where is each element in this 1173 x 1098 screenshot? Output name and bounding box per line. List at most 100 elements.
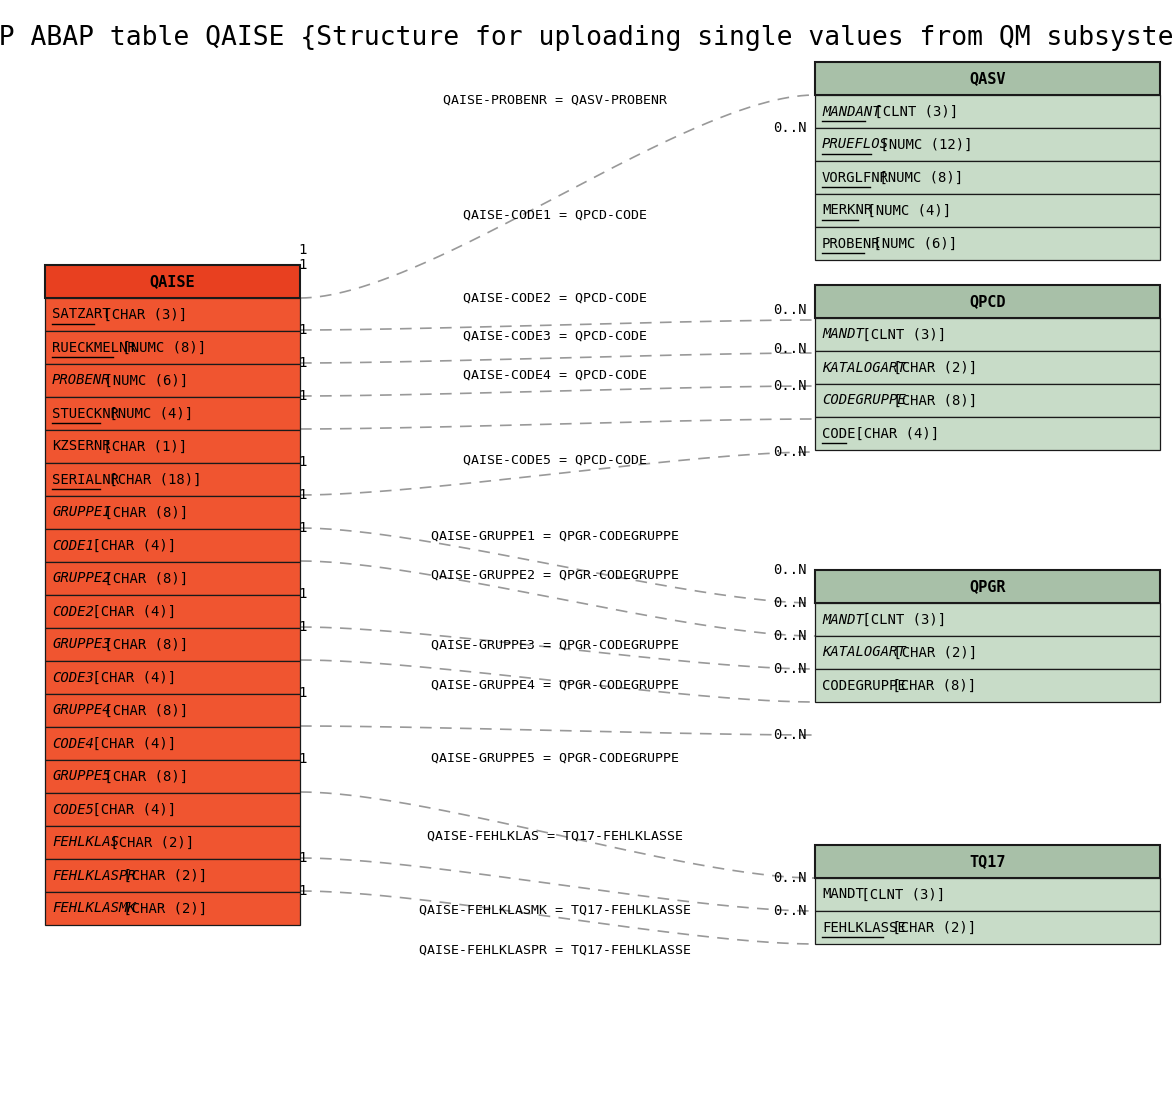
Text: [CLNT (3)]: [CLNT (3)]	[853, 887, 945, 901]
FancyBboxPatch shape	[45, 330, 300, 365]
Text: GRUPPE4: GRUPPE4	[52, 704, 110, 717]
Text: [CHAR (18)]: [CHAR (18)]	[101, 472, 202, 486]
Text: QAISE-PROBENR = QASV-PROBENR: QAISE-PROBENR = QASV-PROBENR	[443, 93, 667, 107]
Text: SERIALNR: SERIALNR	[52, 472, 118, 486]
FancyBboxPatch shape	[45, 694, 300, 727]
Text: [CHAR (2)]: [CHAR (2)]	[884, 646, 977, 660]
Text: GRUPPE1: GRUPPE1	[52, 505, 110, 519]
Text: [NUMC (6)]: [NUMC (6)]	[96, 373, 188, 388]
Text: QAISE-CODE2 = QPCD-CODE: QAISE-CODE2 = QPCD-CODE	[463, 291, 647, 304]
Text: QAISE-FEHLKLASPR = TQ17-FEHLKLASSE: QAISE-FEHLKLASPR = TQ17-FEHLKLASSE	[419, 943, 691, 956]
Text: CODE5: CODE5	[52, 803, 94, 817]
Text: GRUPPE3: GRUPPE3	[52, 638, 110, 651]
Text: [CHAR (8)]: [CHAR (8)]	[96, 571, 188, 585]
FancyBboxPatch shape	[45, 496, 300, 529]
Text: [CLNT (3)]: [CLNT (3)]	[854, 327, 945, 341]
FancyBboxPatch shape	[815, 194, 1160, 227]
FancyBboxPatch shape	[45, 265, 300, 298]
Text: QPCD: QPCD	[969, 294, 1005, 309]
Text: 1: 1	[298, 752, 306, 766]
Text: 1: 1	[298, 323, 306, 337]
FancyBboxPatch shape	[815, 61, 1160, 96]
Text: [CHAR (8)]: [CHAR (8)]	[96, 704, 188, 717]
Text: [CHAR (8)]: [CHAR (8)]	[96, 638, 188, 651]
Text: 0..N: 0..N	[773, 379, 807, 393]
Text: [NUMC (12)]: [NUMC (12)]	[873, 137, 972, 152]
Text: CODEGRUPPE: CODEGRUPPE	[822, 393, 906, 407]
Text: QPGR: QPGR	[969, 579, 1005, 594]
Text: 0..N: 0..N	[773, 662, 807, 676]
Text: QAISE-CODE4 = QPCD-CODE: QAISE-CODE4 = QPCD-CODE	[463, 369, 647, 381]
Text: [CHAR (4)]: [CHAR (4)]	[83, 538, 176, 552]
FancyBboxPatch shape	[45, 661, 300, 694]
FancyBboxPatch shape	[815, 878, 1160, 911]
Text: 0..N: 0..N	[773, 596, 807, 610]
Text: MANDT: MANDT	[822, 887, 863, 901]
Text: [CHAR (2)]: [CHAR (2)]	[883, 920, 976, 934]
FancyBboxPatch shape	[45, 727, 300, 760]
Text: KZSERNR: KZSERNR	[52, 439, 110, 453]
FancyBboxPatch shape	[45, 826, 300, 859]
Text: KATALOGART: KATALOGART	[822, 646, 906, 660]
Text: PROBENR: PROBENR	[822, 236, 881, 250]
FancyBboxPatch shape	[815, 603, 1160, 636]
FancyBboxPatch shape	[815, 351, 1160, 384]
FancyBboxPatch shape	[45, 562, 300, 595]
Text: CODEGRUPPE: CODEGRUPPE	[822, 679, 906, 693]
Text: [NUMC (4)]: [NUMC (4)]	[859, 203, 951, 217]
FancyBboxPatch shape	[45, 365, 300, 397]
Text: CODE3: CODE3	[52, 671, 94, 684]
Text: QAISE-FEHLKLAS = TQ17-FEHLKLASSE: QAISE-FEHLKLAS = TQ17-FEHLKLASSE	[427, 829, 683, 842]
FancyBboxPatch shape	[815, 669, 1160, 702]
Text: MANDT: MANDT	[822, 327, 863, 341]
Text: RUECKMELNR: RUECKMELNR	[52, 340, 136, 355]
Text: CODE: CODE	[822, 426, 855, 440]
Text: GRUPPE2: GRUPPE2	[52, 571, 110, 585]
Text: [CHAR (8)]: [CHAR (8)]	[883, 679, 976, 693]
Text: 1: 1	[298, 520, 306, 535]
Text: QAISE-FEHLKLASMK = TQ17-FEHLKLASSE: QAISE-FEHLKLASMK = TQ17-FEHLKLASSE	[419, 904, 691, 917]
FancyBboxPatch shape	[45, 892, 300, 925]
Text: [CHAR (3)]: [CHAR (3)]	[95, 307, 188, 322]
Text: [CLNT (3)]: [CLNT (3)]	[866, 104, 958, 119]
FancyBboxPatch shape	[815, 911, 1160, 944]
Text: FEHLKLASSE: FEHLKLASSE	[822, 920, 906, 934]
Text: [CHAR (2)]: [CHAR (2)]	[115, 869, 208, 883]
Text: [CHAR (4)]: [CHAR (4)]	[83, 737, 176, 751]
Text: 0..N: 0..N	[773, 728, 807, 742]
FancyBboxPatch shape	[45, 397, 300, 430]
Text: [CHAR (2)]: [CHAR (2)]	[884, 360, 977, 374]
FancyBboxPatch shape	[815, 384, 1160, 417]
Text: [CHAR (2)]: [CHAR (2)]	[115, 901, 208, 916]
Text: 0..N: 0..N	[773, 303, 807, 317]
Text: KATALOGART: KATALOGART	[822, 360, 906, 374]
Text: [CHAR (1)]: [CHAR (1)]	[95, 439, 188, 453]
Text: 1: 1	[298, 587, 306, 601]
FancyBboxPatch shape	[45, 430, 300, 463]
FancyBboxPatch shape	[815, 161, 1160, 194]
FancyBboxPatch shape	[45, 793, 300, 826]
FancyBboxPatch shape	[815, 318, 1160, 351]
Text: QAISE-GRUPPE3 = QPGR-CODEGRUPPE: QAISE-GRUPPE3 = QPGR-CODEGRUPPE	[430, 639, 679, 651]
FancyBboxPatch shape	[45, 760, 300, 793]
Text: SATZART: SATZART	[52, 307, 110, 322]
FancyBboxPatch shape	[815, 417, 1160, 450]
Text: CODE2: CODE2	[52, 605, 94, 618]
FancyBboxPatch shape	[45, 628, 300, 661]
Text: 0..N: 0..N	[773, 871, 807, 885]
FancyBboxPatch shape	[815, 636, 1160, 669]
Text: 0..N: 0..N	[773, 563, 807, 578]
Text: 0..N: 0..N	[773, 904, 807, 918]
Text: QAISE-GRUPPE1 = QPGR-CODEGRUPPE: QAISE-GRUPPE1 = QPGR-CODEGRUPPE	[430, 529, 679, 542]
FancyBboxPatch shape	[815, 128, 1160, 161]
Text: TQ17: TQ17	[969, 854, 1005, 869]
Text: [NUMC (8)]: [NUMC (8)]	[872, 170, 963, 184]
Text: QAISE-CODE1 = QPCD-CODE: QAISE-CODE1 = QPCD-CODE	[463, 209, 647, 222]
Text: 1: 1	[298, 243, 306, 257]
Text: QASV: QASV	[969, 71, 1005, 86]
Text: GRUPPE5: GRUPPE5	[52, 770, 110, 784]
Text: [NUMC (6)]: [NUMC (6)]	[865, 236, 957, 250]
Text: [CHAR (4)]: [CHAR (4)]	[83, 605, 176, 618]
Text: VORGLFNR: VORGLFNR	[822, 170, 889, 184]
Text: 0..N: 0..N	[773, 629, 807, 643]
